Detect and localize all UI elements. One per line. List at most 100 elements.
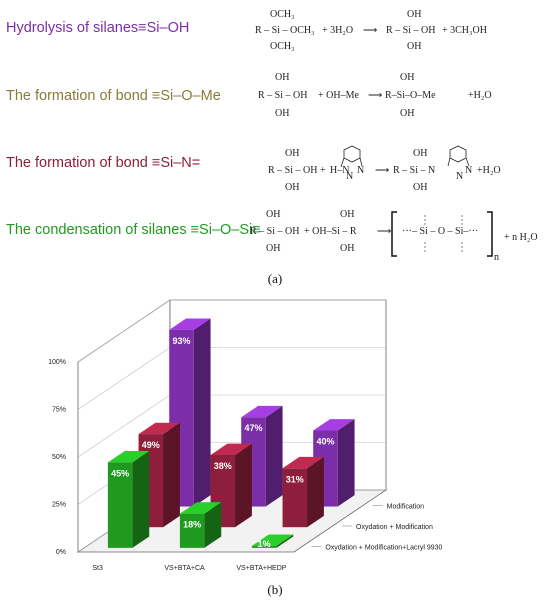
bar-value-label: 38% (214, 461, 232, 471)
bar-side-face (204, 502, 222, 548)
formula-condensation: OH R – Si – OH OH + OH–Si – R OH OH ⟶ ··… (250, 209, 538, 263)
formula-text: OCH₃ (270, 41, 295, 52)
bar-value-label: 93% (172, 336, 190, 346)
formula-text: OH (285, 148, 299, 159)
formula-text: R – Si – OH (250, 226, 299, 237)
formula-text: N (357, 165, 364, 176)
bar-side-face (235, 443, 252, 528)
series-depth-labels: Oxydation + Modification+Lacryl 9930 Oxyd… (311, 503, 443, 552)
bar-top-face (210, 443, 252, 455)
x-axis-categories: St3 VS+BTA+CA VS+BTA+HEDP (92, 565, 286, 572)
x-category-label: VS+BTA+HEDP (236, 565, 286, 572)
left-bracket (391, 211, 397, 257)
bar-top-face (179, 502, 222, 514)
chart-bars: 93% 47% 40% 49% 38% 31% 45% 18% 1% (107, 318, 355, 549)
formula-text: + OH–Me (318, 90, 359, 101)
bar-value-label: 47% (244, 423, 262, 433)
gridline (77, 299, 386, 363)
formula-si-n: OH R – Si – OH OH + H–N N N ⟶ OH R – Si … (268, 145, 501, 193)
formula-text: H–N (330, 165, 349, 176)
formula-text: N (465, 165, 472, 176)
formula-text: + OH–Si – R (304, 226, 357, 237)
x-category-label: VS+BTA+CA (164, 565, 205, 572)
formula-text: R – Si – N (393, 165, 435, 176)
reaction-label-condensation: The condensation of silanes ≡Si–O–Si≡ (6, 222, 261, 238)
formula-text: OH (400, 72, 414, 83)
bar-top-face (169, 318, 211, 330)
formula-text: OH (285, 182, 299, 193)
formula-text: OH (266, 243, 280, 254)
formula-text: R–Si–O–Me (385, 90, 436, 101)
bar-side-face (193, 318, 211, 507)
benzotriazole-ring-icon (340, 145, 363, 168)
bar-side-face (132, 451, 150, 548)
formula-text: OH (413, 182, 427, 193)
bar-value-label: 1% (258, 539, 271, 549)
bar-top-face (282, 456, 324, 469)
y-tick-label: 0% (56, 549, 66, 556)
y-tick-label: 100% (48, 359, 66, 366)
bar-top-face (313, 419, 355, 431)
bar-value-label: 31% (286, 474, 304, 484)
formula-text: N (456, 171, 463, 182)
formula-text: ···– Si – O – Si–··· (402, 226, 478, 237)
formula-text: OH (413, 148, 427, 159)
formula-text: + 3CH₃OH (442, 25, 487, 36)
series-depth-label: Oxydation + Modification+Lacryl 9930 (325, 545, 442, 552)
bar-chart-3d: 0% 25% 50% 75% 100% 93% 47% 40% 49% 38% 31% 45% 18%… (48, 299, 443, 597)
formula-text: +H₂O (477, 165, 501, 176)
formula-text: OH (275, 108, 289, 119)
bar-front-face (282, 468, 308, 528)
reaction-arrow: ⟶ (368, 90, 382, 101)
reaction-arrow: ⟶ (375, 165, 389, 176)
reaction-label-hydrolysis: Hydrolysis of silanes≡Si–OH (6, 20, 189, 36)
formula-text: R – Si – OH (268, 165, 317, 176)
formula-text: OH (340, 243, 354, 254)
panel-label-b: (b) (267, 582, 282, 597)
formula-text: OCH₃ (270, 9, 295, 20)
bar-oxydation-modification-3: 31% (282, 456, 324, 528)
formula-text: R – Si – OH (258, 90, 307, 101)
benzotriazole-ring-icon (447, 145, 470, 167)
bar-oxydation-modification-lacryl-9930-3: 1% (251, 534, 294, 549)
series-depth-label: Oxydation + Modification (356, 524, 433, 531)
reaction-label-si-n: The formation of bond ≡Si–N= (6, 155, 200, 171)
bar-top-face (241, 405, 283, 418)
formula-text: n (494, 252, 499, 263)
bar-front-face (179, 513, 205, 548)
formula-text: + (320, 165, 326, 176)
bar-value-label: 49% (142, 440, 160, 450)
x-category-label: St3 (92, 565, 103, 572)
bar-value-label: 40% (316, 437, 334, 447)
formula-text: N (346, 171, 353, 182)
bar-side-face (265, 405, 283, 507)
formula-text: R – Si – OCH₃ (255, 25, 315, 36)
polymer-dots-icon (424, 215, 463, 252)
y-tick-label: 75% (52, 407, 66, 414)
panel-label-a: (a) (268, 271, 282, 286)
bar-side-face (276, 534, 294, 548)
bar-front-face (251, 545, 277, 548)
bar-top-face (138, 422, 180, 435)
bar-modification-1: 93% (169, 318, 211, 507)
bar-side-face (337, 419, 355, 507)
formula-text: +H₂O (468, 90, 492, 101)
bar-side-face (163, 422, 180, 528)
formula-text: OH (340, 209, 354, 220)
bar-value-label: 18% (183, 520, 201, 530)
bar-front-face (107, 462, 133, 548)
y-tick-label: 50% (52, 454, 66, 461)
bar-value-label: 45% (111, 468, 129, 478)
formula-text: OH (275, 72, 289, 83)
formula-hydrolysis: OCH₃ R – Si – OCH₃ OCH₃ + 3H₂O ⟶ OH R – … (255, 9, 487, 52)
formula-text: + n H₂O (504, 232, 538, 243)
reaction-scheme: Hydrolysis of silanes≡Si–OH OCH₃ R – Si … (6, 9, 538, 286)
reaction-arrow: ⟶ (363, 25, 377, 36)
formula-text: OH (400, 108, 414, 119)
formula-text: OH (266, 209, 280, 220)
y-tick-label: 25% (52, 502, 66, 509)
formula-text: R – Si – OH (386, 25, 435, 36)
formula-text: OH (407, 41, 421, 52)
reaction-arrow: ⟶ (377, 226, 391, 237)
bar-oxydation-modification-lacryl-9930-2: 18% (179, 502, 222, 548)
